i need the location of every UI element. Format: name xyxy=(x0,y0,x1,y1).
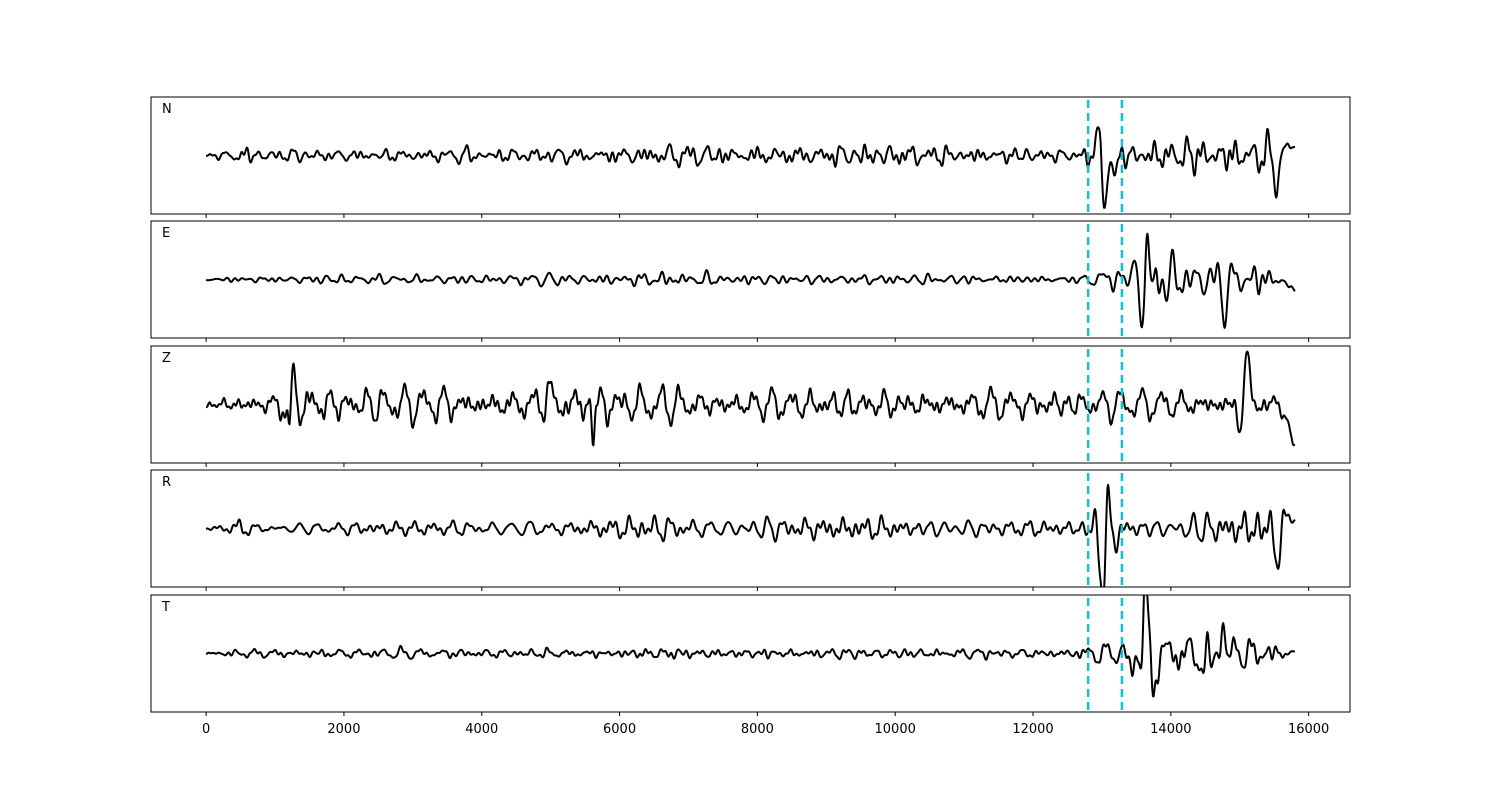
channel-label: N xyxy=(162,102,172,117)
channel-label: E xyxy=(162,226,170,241)
channel-label: T xyxy=(161,600,170,615)
channel-label: R xyxy=(162,475,171,490)
waveform-trace-e xyxy=(205,232,1296,329)
x-tick-label: 8000 xyxy=(741,722,774,737)
x-tick-label: 4000 xyxy=(465,722,498,737)
panel-frame xyxy=(150,96,1351,215)
shared-x-axis: 0 2000 4000 6000 8000 10000 12000 14000 16000 xyxy=(202,722,1329,737)
x-tick-label: 6000 xyxy=(603,722,636,737)
panel-n: N xyxy=(150,96,1351,218)
x-tick-label: 14000 xyxy=(1150,722,1191,737)
panel-z: Z xyxy=(150,345,1351,467)
x-tick-label: 12000 xyxy=(1012,722,1053,737)
x-tick-label: 10000 xyxy=(875,722,916,737)
waveform-trace-z xyxy=(205,350,1296,447)
channel-label: Z xyxy=(162,351,171,366)
x-tick-label: 16000 xyxy=(1288,722,1329,737)
waveform-trace-n xyxy=(205,126,1296,209)
panel-frame xyxy=(150,469,1351,588)
panel-frame xyxy=(150,220,1351,339)
waveform-trace-t xyxy=(205,595,1296,698)
waveform-trace-r xyxy=(205,483,1296,587)
panel-t: T xyxy=(150,594,1351,716)
panel-frame xyxy=(150,594,1351,713)
panel-e: E xyxy=(150,220,1351,342)
x-tick-label: 0 xyxy=(202,722,210,737)
panel-r: R xyxy=(150,469,1351,591)
x-tick-label: 2000 xyxy=(327,722,360,737)
panel-frame xyxy=(150,345,1351,464)
